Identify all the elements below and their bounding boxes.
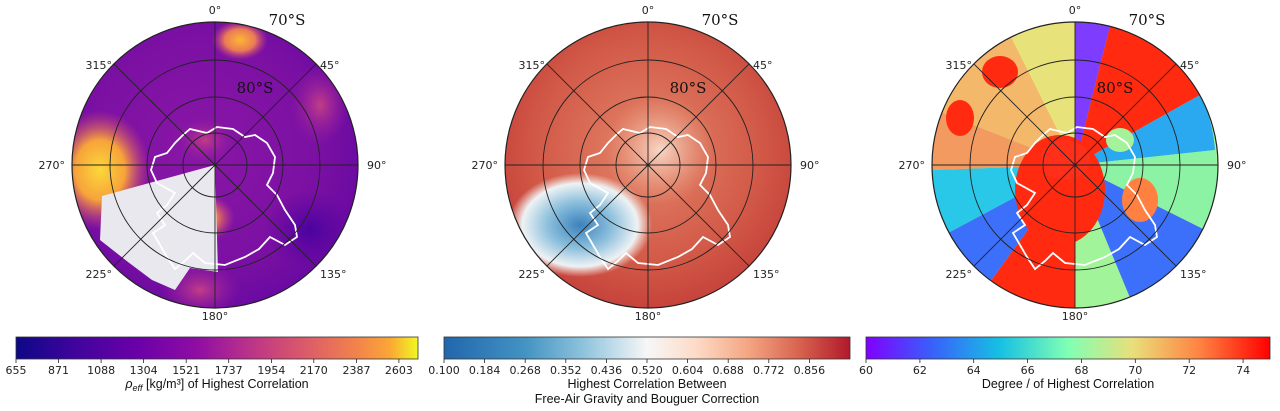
meridian-line: [113, 164, 216, 267]
meridian-line: [546, 164, 649, 267]
colorbar-tick-label: 1304: [130, 364, 158, 377]
longitude-label: 225°: [946, 268, 973, 281]
colorbar-tick-label: 2387: [343, 364, 371, 377]
longitude-label: 315°: [86, 59, 113, 72]
coastline-outline: [150, 126, 298, 271]
map-grid-1: 0° 45° 90° 135° 180° 225° 270° 315° 70°S 80°S: [39, 4, 387, 323]
colorbar-tick-label: 0.688: [712, 364, 744, 377]
meridian-line: [546, 63, 649, 166]
meridian-line: [113, 63, 216, 166]
colorbar-correlation: [443, 336, 851, 360]
longitude-label: 315°: [946, 59, 973, 72]
meridian-line: [214, 164, 317, 267]
colorbar-tick-label: 60: [859, 364, 873, 377]
latitude-label-70: 70°S: [702, 11, 739, 29]
coastline-outline: [583, 126, 731, 271]
colorbar-ticks-1: 655 871 1088 1304 1521 1737 1954 2170 2387 2603: [6, 359, 413, 377]
longitude-label: 225°: [86, 268, 113, 281]
longitude-label: 135°: [1180, 268, 1207, 281]
map-grid-2: 0° 45° 90° 135° 180° 225° 270° 315° 70°S 80°S: [472, 4, 820, 323]
colorbar-tick-label: 2170: [300, 364, 328, 377]
colorbar-degree-label: Degree / of Highest Correlation: [982, 377, 1154, 391]
latitude-label-80: 80°S: [237, 79, 274, 97]
latitude-label-80: 80°S: [670, 79, 707, 97]
colorbar-tick-label: 0.604: [672, 364, 704, 377]
colorbar-tick-label: 2603: [385, 364, 413, 377]
longitude-label: 0°: [642, 4, 655, 17]
longitude-label: 135°: [753, 268, 780, 281]
colorbar-ticks-3: 60 62 64 66 68 70 72 74: [859, 359, 1250, 377]
longitude-label: 45°: [753, 59, 773, 72]
colorbar-ticks-2: 0.100 0.184 0.268 0.352 0.436 0.520 0.604 0.688…: [428, 359, 825, 377]
colorbar-tick-label: 70: [1128, 364, 1142, 377]
latitude-label-80: 80°S: [1097, 79, 1134, 97]
colorbar-tick-label: 0.520: [631, 364, 663, 377]
colorbar-tick-label: 655: [6, 364, 27, 377]
colorbar-tick-label: 0.856: [794, 364, 826, 377]
meridian-line: [973, 164, 1076, 267]
colorbar-tick-label: 0.436: [591, 364, 623, 377]
colorbar-tick-label: 1737: [215, 364, 243, 377]
colorbar-tick-label: 0.184: [469, 364, 501, 377]
colorbar-tick-label: 0.268: [509, 364, 541, 377]
longitude-label: 45°: [1180, 59, 1200, 72]
latitude-label-70: 70°S: [1129, 11, 1166, 29]
longitude-label: 315°: [519, 59, 546, 72]
colorbar-tick-label: 62: [913, 364, 927, 377]
colorbar-tick-label: 64: [967, 364, 981, 377]
meridian-line: [1074, 164, 1177, 267]
colorbar-tick-label: 74: [1236, 364, 1250, 377]
coastline-outline: [1010, 126, 1158, 271]
longitude-label: 45°: [320, 59, 340, 72]
longitude-label: 0°: [1069, 4, 1082, 17]
longitude-label: 270°: [39, 159, 66, 172]
longitude-label: 135°: [320, 268, 347, 281]
longitude-label: 270°: [899, 159, 926, 172]
longitude-label: 180°: [635, 310, 662, 323]
colorbar-correlation-label-line2: Free-Air Gravity and Bouguer Correction: [535, 392, 759, 406]
meridian-line: [973, 63, 1076, 166]
colorbar-tick-label: 871: [48, 364, 69, 377]
map-grid-3: 0° 45° 90° 135° 180° 225° 270° 315° 70°S 80°S: [899, 4, 1247, 323]
meridian-line: [1074, 63, 1177, 166]
longitude-label: 90°: [1227, 159, 1247, 172]
meridian-line: [214, 63, 317, 166]
colorbar-tick-label: 72: [1182, 364, 1196, 377]
colorbar-tick-label: 68: [1075, 364, 1089, 377]
colorbar-density-label: ρeff [kg/m³] of Highest Correlation: [124, 377, 308, 393]
colorbar-tick-label: 0.772: [753, 364, 785, 377]
longitude-label: 270°: [472, 159, 499, 172]
colorbar-degree: [865, 336, 1271, 360]
longitude-label: 0°: [209, 4, 222, 17]
colorbar-tick-label: 66: [1021, 364, 1035, 377]
colorbar-tick-label: 1088: [87, 364, 115, 377]
colorbar-tick-label: 1521: [172, 364, 200, 377]
colorbar-correlation-label-line1: Highest Correlation Between: [567, 377, 726, 391]
longitude-label: 90°: [367, 159, 387, 172]
longitude-label: 90°: [800, 159, 820, 172]
colorbar-tick-label: 0.100: [428, 364, 460, 377]
colorbar-tick-label: 1954: [257, 364, 285, 377]
longitude-label: 180°: [202, 310, 229, 323]
longitude-label: 180°: [1062, 310, 1089, 323]
colorbar-density: [15, 336, 419, 360]
latitude-label-70: 70°S: [269, 11, 306, 29]
colorbar-tick-label: 0.352: [550, 364, 582, 377]
meridian-line: [647, 164, 750, 267]
meridian-line: [647, 63, 750, 166]
longitude-label: 225°: [519, 268, 546, 281]
